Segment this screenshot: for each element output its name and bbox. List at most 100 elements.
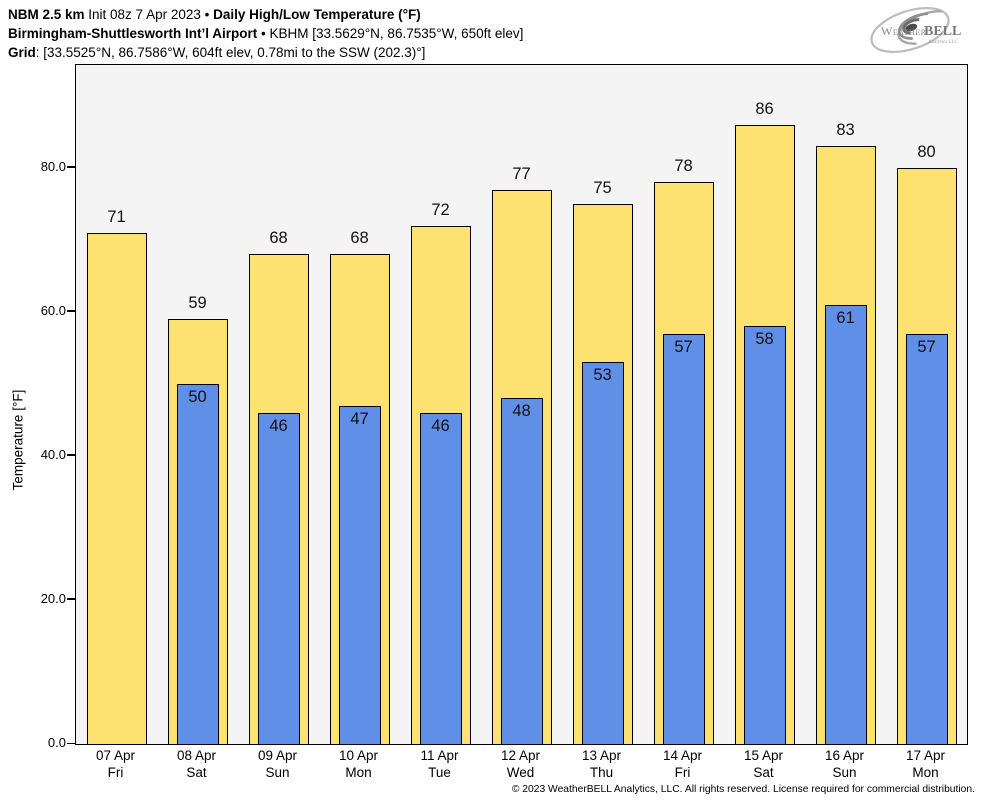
high-value-label: 68 [269, 229, 288, 248]
x-tick-label-11-apr: 11 Apr Tue [399, 747, 480, 781]
y-tick-mark [67, 454, 75, 456]
x-tick-label-15-apr: 15 Apr Sat [723, 747, 804, 781]
y-tick-mark [67, 166, 75, 168]
low-value-label: 61 [836, 308, 855, 327]
low-bar-10-apr: 47 [338, 405, 381, 744]
high-value-label: 86 [755, 99, 774, 118]
high-value-label: 75 [593, 178, 612, 197]
x-tick-weekday: Fri [674, 765, 691, 780]
low-bar-13-apr: 53 [581, 362, 624, 744]
x-tick-label-10-apr: 10 Apr Mon [318, 747, 399, 781]
day-column-17-apr: 80 57 [886, 65, 967, 744]
low-bar-11-apr: 46 [419, 412, 462, 744]
weatherbell-logo-icon: Weather BELL Analytics LLC [870, 7, 961, 53]
title-line-1: NBM 2.5 km Init 08z 7 Apr 2023 • Daily H… [8, 5, 523, 24]
high-value-label: 71 [107, 207, 126, 226]
low-value-label: 53 [593, 366, 612, 385]
y-tick-mark [67, 310, 75, 312]
station-details: • KBHM [33.5629°N, 86.7535°W, 650ft elev… [257, 26, 524, 41]
y-tick-label-60.0: 60.0 [40, 302, 66, 318]
x-tick-weekday: Wed [506, 765, 535, 780]
day-column-08-apr: 59 50 [157, 65, 238, 744]
x-tick-weekday: Sun [832, 765, 857, 780]
init-time: Init 08z 7 Apr 2023 • [84, 7, 214, 22]
model-name: NBM 2.5 km [8, 7, 85, 22]
copyright-notice: © 2023 WeatherBELL Analytics, LLC. All r… [511, 784, 975, 795]
x-tick-weekday: Fri [107, 765, 124, 780]
low-bar-14-apr: 57 [662, 333, 705, 744]
high-value-label: 78 [674, 157, 693, 176]
x-tick-date: 07 Apr [95, 748, 136, 763]
x-tick-date: 11 Apr [420, 748, 459, 763]
y-tick-label-80.0: 80.0 [40, 158, 66, 174]
x-tick-weekday: Mon [345, 765, 372, 780]
high-bar-07-apr [86, 232, 147, 744]
x-tick-weekday: Mon [912, 765, 939, 780]
grid-details: : [33.5525°N, 86.7586°W, 604ft elev, 0.7… [35, 45, 426, 60]
x-tick-weekday: Sat [753, 765, 774, 780]
x-tick-weekday: Tue [428, 765, 451, 780]
x-tick-label-16-apr: 16 Apr Sun [804, 747, 885, 781]
x-tick-date: 09 Apr [257, 748, 298, 763]
x-tick-label-09-apr: 09 Apr Sun [237, 747, 318, 781]
low-value-label: 46 [269, 416, 288, 435]
y-tick-mark [67, 742, 75, 744]
x-tick-date: 15 Apr [743, 748, 784, 763]
station-name: Birmingham-Shuttlesworth Int’l Airport [8, 26, 258, 41]
day-column-15-apr: 86 58 [724, 65, 805, 744]
x-tick-weekday: Thu [589, 765, 614, 780]
high-value-label: 72 [431, 200, 450, 219]
low-value-label: 58 [755, 330, 774, 349]
x-tick-weekday: Sat [186, 765, 207, 780]
logo-sub-text: Analytics LLC [928, 40, 959, 45]
x-tick-label-13-apr: 13 Apr Thu [561, 747, 642, 781]
y-tick-mark [67, 598, 75, 600]
logo-bell-text: BELL [924, 24, 961, 39]
x-tick-label-14-apr: 14 Apr Fri [642, 747, 723, 781]
high-value-label: 80 [917, 142, 936, 161]
day-column-13-apr: 75 53 [562, 65, 643, 744]
day-column-07-apr: 71 [76, 65, 157, 744]
x-tick-label-12-apr: 12 Apr Wed [480, 747, 561, 781]
x-tick-date: 08 Apr [176, 748, 217, 763]
low-value-label: 46 [431, 416, 450, 435]
x-tick-date: 10 Apr [338, 748, 379, 763]
low-bar-09-apr: 46 [257, 412, 300, 744]
high-value-label: 68 [350, 229, 369, 248]
title-line-2: Birmingham-Shuttlesworth Int’l Airport •… [8, 24, 523, 43]
x-tick-weekday: Sun [265, 765, 290, 780]
x-tick-date: 14 Apr [662, 748, 703, 763]
low-bar-16-apr: 61 [824, 304, 867, 744]
chart-header: NBM 2.5 km Init 08z 7 Apr 2023 • Daily H… [8, 5, 523, 62]
high-value-label: 77 [512, 164, 531, 183]
day-column-16-apr: 83 61 [805, 65, 886, 744]
day-column-10-apr: 68 47 [319, 65, 400, 744]
x-tick-date: 17 Apr [905, 748, 946, 763]
low-value-label: 57 [674, 337, 693, 356]
low-bar-12-apr: 48 [500, 398, 543, 744]
low-value-label: 48 [512, 402, 531, 421]
day-column-12-apr: 77 48 [481, 65, 562, 744]
y-axis-title: Temperature [°F] [10, 389, 26, 491]
x-tick-date: 16 Apr [824, 748, 865, 763]
low-bar-08-apr: 50 [176, 383, 219, 744]
low-value-label: 50 [188, 387, 207, 406]
x-tick-label-07-apr: 07 Apr Fri [75, 747, 156, 781]
title-line-3: Grid: [33.5525°N, 86.7586°W, 604ft elev,… [8, 43, 523, 62]
x-tick-date: 13 Apr [581, 748, 622, 763]
product-name: Daily High/Low Temperature (°F) [213, 7, 421, 22]
low-bar-15-apr: 58 [743, 326, 786, 744]
y-tick-label-40.0: 40.0 [40, 446, 66, 462]
x-tick-label-17-apr: 17 Apr Mon [885, 747, 966, 781]
weatherbell-logo: Weather BELL Analytics LLC [862, 2, 978, 58]
high-value-label: 83 [836, 121, 855, 140]
x-tick-label-08-apr: 08 Apr Sat [156, 747, 237, 781]
day-column-11-apr: 72 46 [400, 65, 481, 744]
y-tick-label-0.0: 0.0 [47, 735, 66, 750]
logo-weather-text: Weather [881, 24, 927, 38]
low-value-label: 47 [350, 409, 369, 428]
x-tick-date: 12 Apr [500, 748, 541, 763]
low-value-label: 57 [917, 337, 936, 356]
grid-label: Grid [8, 45, 36, 60]
